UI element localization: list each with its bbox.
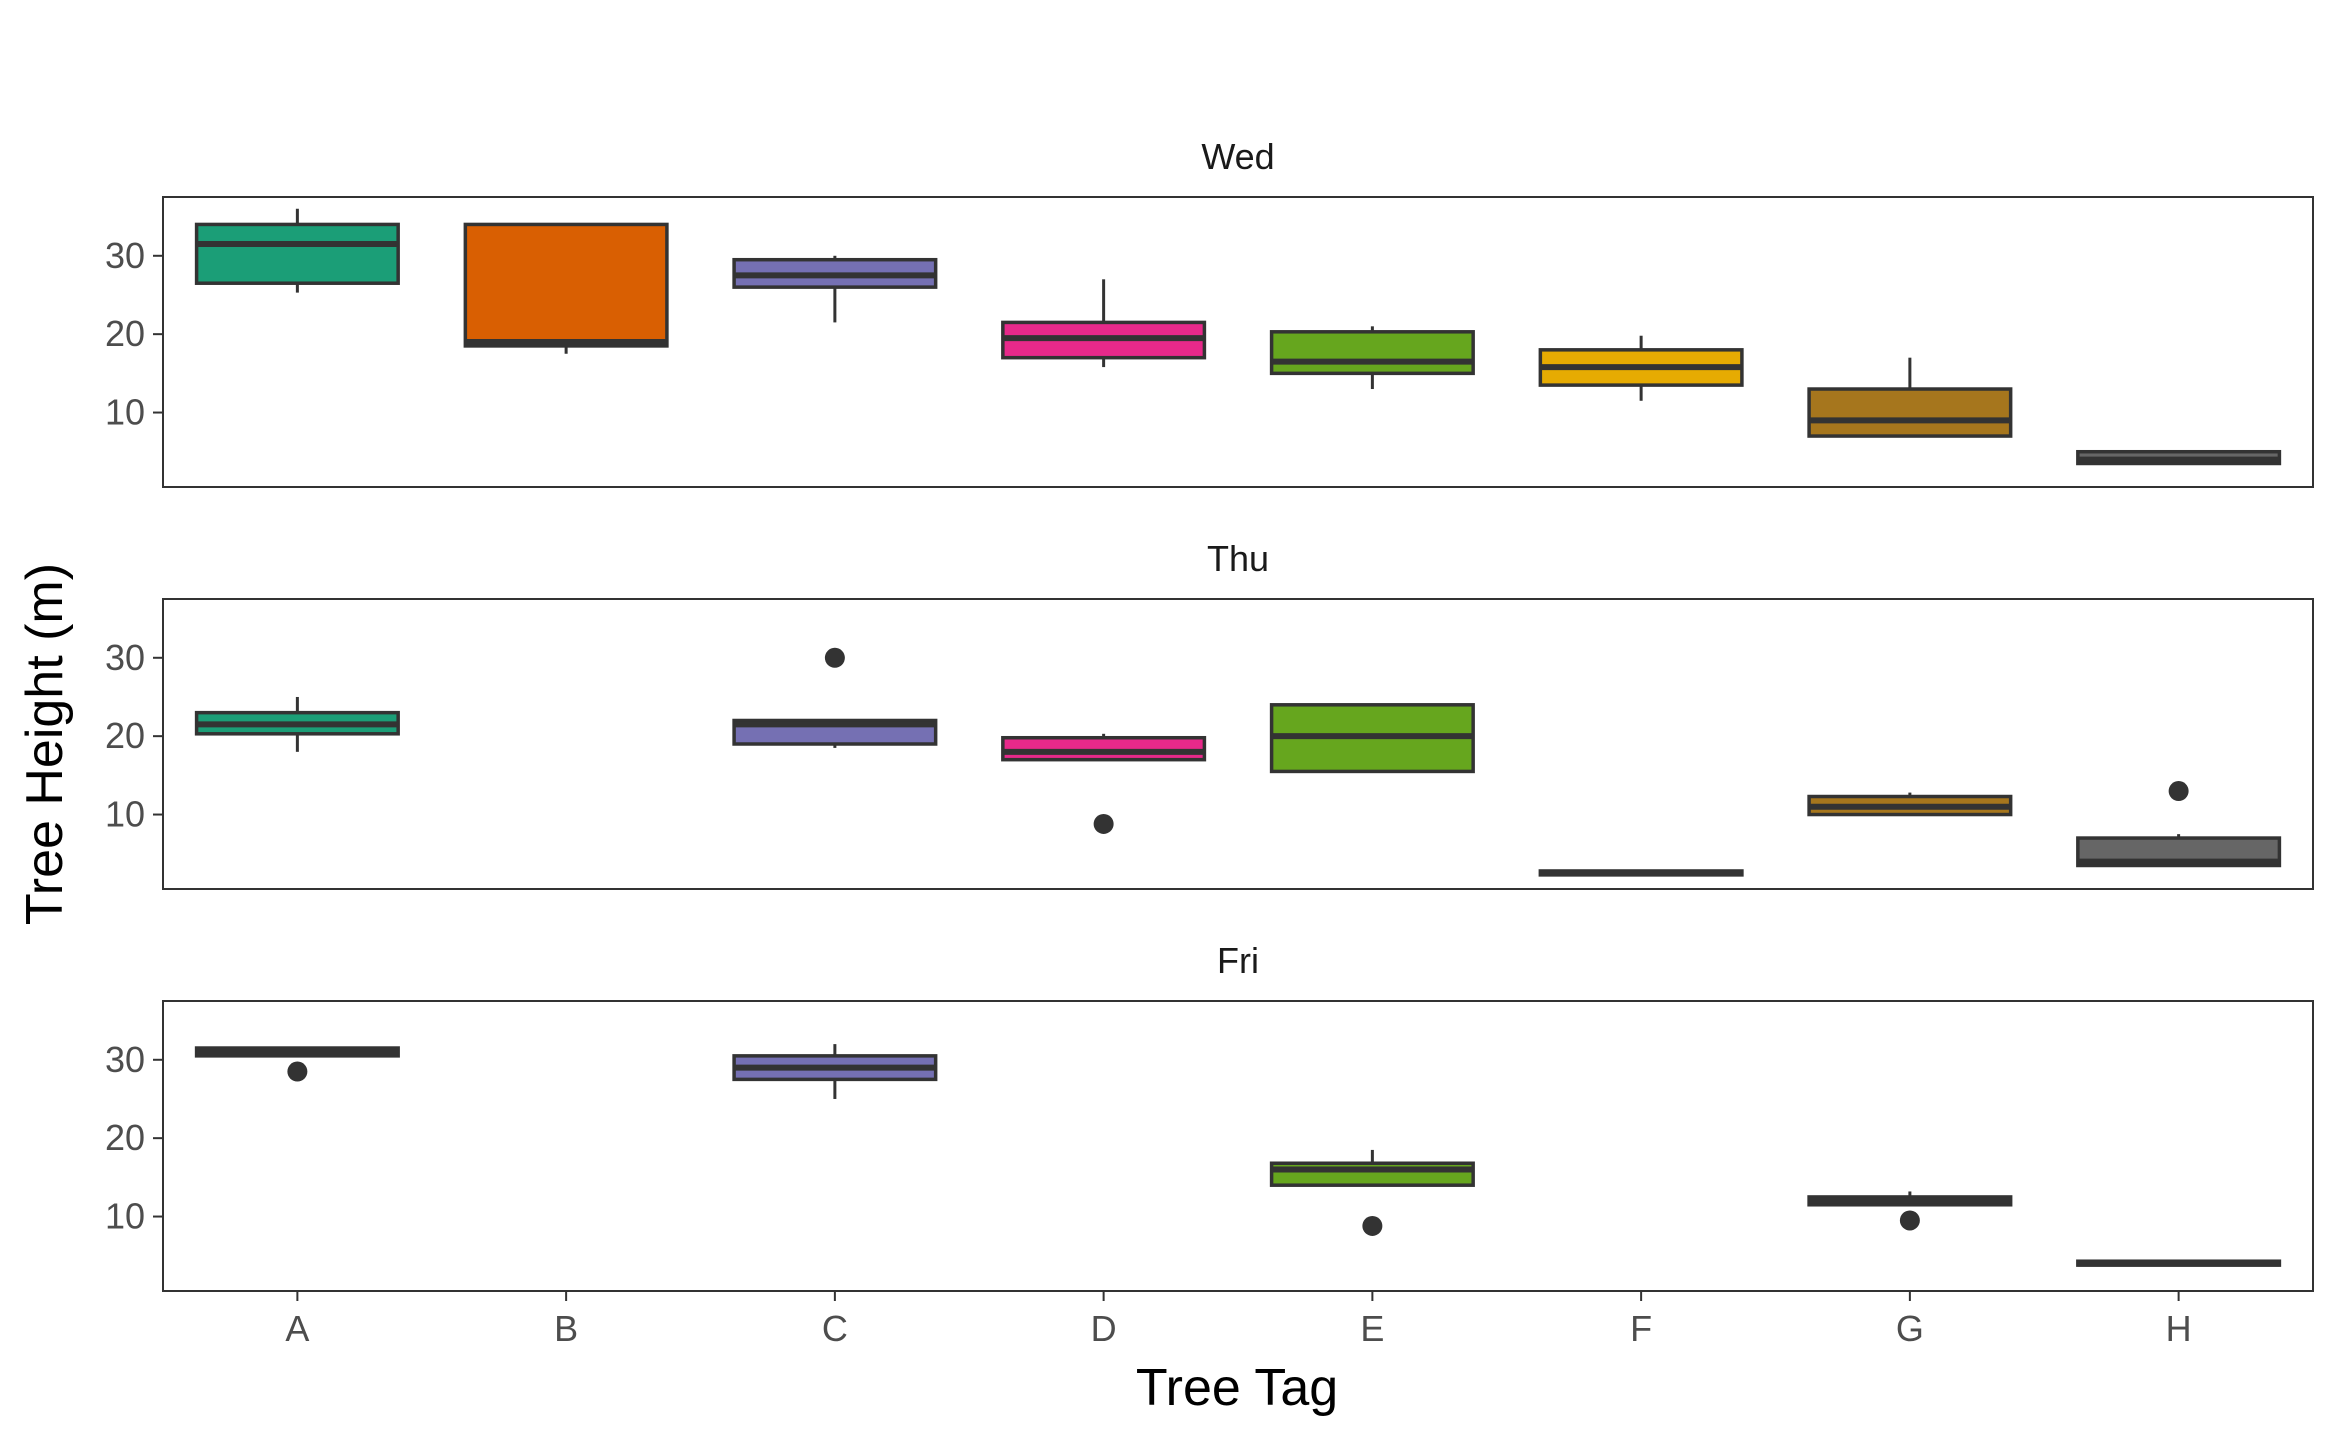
- box-e: [1269, 1149, 1475, 1236]
- box-g: [1807, 792, 2013, 817]
- outlier-point: [1899, 1210, 1920, 1231]
- y-tick-label: 30: [105, 637, 145, 678]
- box-a: [194, 208, 400, 293]
- box-e: [1269, 326, 1475, 390]
- box-e: [1269, 703, 1475, 774]
- y-tick-label: 20: [105, 715, 145, 756]
- outlier-point: [1362, 1215, 1383, 1236]
- y-tick-label: 20: [105, 1117, 145, 1158]
- box-f: [1538, 869, 1744, 877]
- outlier-point: [824, 647, 845, 668]
- box-d: [1001, 279, 1207, 368]
- box-c: [732, 647, 938, 748]
- box-h: [2076, 781, 2282, 868]
- iqr-box: [194, 222, 400, 285]
- box-g: [1807, 357, 2013, 438]
- outlier-point: [287, 1061, 308, 1082]
- box-a: [194, 1046, 400, 1082]
- facet-title: Thu: [1207, 538, 1269, 579]
- iqr-box: [1269, 330, 1475, 376]
- y-tick-label: 10: [105, 794, 145, 835]
- x-tick-label: E: [1360, 1308, 1384, 1349]
- x-axis: A B C D E F G H: [285, 1291, 2192, 1349]
- x-tick-label: A: [285, 1308, 309, 1349]
- x-tick-label: F: [1630, 1308, 1652, 1349]
- x-tick-label: C: [822, 1308, 848, 1349]
- iqr-box: [463, 222, 669, 348]
- box-c: [732, 255, 938, 323]
- y-tick-label: 30: [105, 1039, 145, 1080]
- panel-thu: Thu 10 20 30: [105, 538, 2314, 890]
- iqr-box: [1807, 387, 2013, 438]
- box-h: [2076, 449, 2282, 466]
- y-tick-label: 10: [105, 1196, 145, 1237]
- iqr-box: [1001, 735, 1207, 762]
- x-tick-label: B: [554, 1308, 578, 1349]
- box-b: [463, 222, 669, 354]
- panel-wed: Wed 10 20 30: [105, 136, 2314, 488]
- box-a: [194, 696, 400, 752]
- box-f: [1538, 335, 1744, 401]
- y-tick-label: 30: [105, 235, 145, 276]
- x-axis-title: Tree Tag: [1136, 1359, 1338, 1417]
- facet-panels: Wed 10 20 30 Thu 10 20 30 Fri 10 20 30: [105, 136, 2314, 1292]
- outlier-point: [2168, 781, 2189, 802]
- x-tick-label: D: [1091, 1308, 1117, 1349]
- panel-border: [162, 598, 2314, 890]
- box-g: [1807, 1191, 2013, 1231]
- box-d: [1001, 733, 1207, 834]
- y-tick-label: 10: [105, 392, 145, 433]
- box-c: [732, 1044, 938, 1099]
- panel-border: [162, 196, 2314, 488]
- x-tick-label: H: [2166, 1308, 2192, 1349]
- panel-border: [162, 1000, 2314, 1292]
- facet-title: Fri: [1217, 940, 1259, 981]
- facet-title: Wed: [1201, 136, 1274, 177]
- y-tick-label: 20: [105, 313, 145, 354]
- panel-fri: Fri 10 20 30: [105, 940, 2314, 1292]
- outlier-point: [1093, 813, 1114, 834]
- x-tick-label: G: [1896, 1308, 1924, 1349]
- box-h: [2076, 1259, 2282, 1267]
- y-axis-title: Tree Height (m): [16, 563, 74, 925]
